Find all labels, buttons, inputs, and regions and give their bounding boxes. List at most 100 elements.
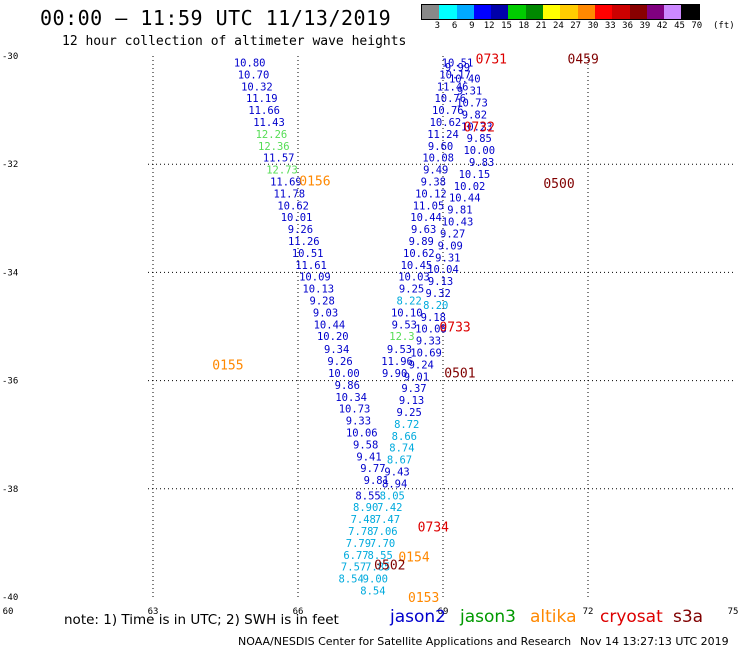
y-tick-label: -32 bbox=[2, 160, 18, 170]
legend-label: 21 bbox=[535, 21, 547, 31]
track-time-label: 0731 bbox=[476, 53, 507, 68]
wave-height-label: 10.43 bbox=[442, 217, 474, 229]
wave-height-label: 7.57 bbox=[341, 562, 366, 574]
wave-height-label: 6.77 bbox=[343, 550, 368, 562]
x-tick-label: 75 bbox=[728, 607, 739, 617]
wave-height-label: 9.53 bbox=[392, 319, 417, 331]
wave-height-label: 8.54 bbox=[339, 574, 364, 586]
x-tick-label: 63 bbox=[148, 607, 159, 617]
wave-height-label: 9.41 bbox=[356, 451, 381, 463]
wave-height-label: 10.17 bbox=[439, 69, 471, 81]
wave-height-label: 8.55 bbox=[368, 550, 393, 562]
wave-height-label: 9.85 bbox=[467, 133, 492, 145]
legend-label: 45 bbox=[674, 21, 685, 31]
wave-height-label: 9.03 bbox=[313, 307, 338, 319]
legend-label: 27 bbox=[570, 21, 582, 31]
wave-height-label: 9.24 bbox=[409, 359, 434, 371]
wave-height-label: 10.44 bbox=[410, 212, 442, 224]
wave-height-label: 9.25 bbox=[397, 407, 422, 419]
wave-height-label: 8.72 bbox=[394, 419, 419, 431]
wave-height-label: 9.49 bbox=[423, 165, 448, 177]
wave-height-label: 10.45 bbox=[401, 260, 433, 272]
wave-height-label: 9.86 bbox=[335, 380, 360, 392]
wave-height-label: 9.58 bbox=[353, 439, 378, 451]
wave-height-label: 11.66 bbox=[248, 105, 280, 117]
legend-label: 70 bbox=[691, 21, 703, 31]
legend-swatch bbox=[422, 5, 440, 19]
footer-note: note: 1) Time is in UTC; 2) SWH is in fe… bbox=[64, 612, 339, 628]
wave-height-label: 9.31 bbox=[457, 86, 482, 98]
wave-height-label: 10.51 bbox=[442, 57, 474, 69]
y-tick-label: -34 bbox=[2, 268, 18, 278]
wave-height-label: 10.73 bbox=[339, 404, 371, 416]
wave-height-label: 10.44 bbox=[449, 193, 481, 205]
legend-swatch bbox=[664, 5, 682, 19]
track-time-label: 0154 bbox=[398, 550, 429, 565]
wave-height-label: 10.32 bbox=[241, 81, 273, 93]
wave-height-label: 8.55 bbox=[355, 490, 380, 502]
wave-height-label: 9.13 bbox=[399, 395, 424, 407]
wave-height-label: 7.79 bbox=[346, 538, 371, 550]
wave-height-label: 10.12 bbox=[415, 188, 447, 200]
wave-height-label: 10.70 bbox=[238, 69, 270, 81]
x-tick-label: 69 bbox=[438, 607, 449, 617]
wave-height-label: 11.69 bbox=[270, 177, 302, 189]
wave-height-label: 11.43 bbox=[253, 117, 285, 129]
track-time-label: 0500 bbox=[543, 177, 574, 192]
legend-label: 3 bbox=[434, 21, 441, 31]
wave-height-label: 10.34 bbox=[335, 392, 367, 404]
chart-subtitle: 12 hour collection of altimeter wave hei… bbox=[62, 34, 407, 49]
wave-height-label: 12.36 bbox=[258, 141, 290, 153]
wave-height-label: 12.3 bbox=[389, 331, 414, 343]
wave-height-label: 10.76 bbox=[432, 105, 464, 117]
wave-height-label: 11.46 bbox=[437, 81, 469, 93]
wave-height-label: 10.00 bbox=[328, 368, 360, 380]
wave-height-label: 9.13 bbox=[428, 276, 453, 288]
wave-height-label: 10.08 bbox=[422, 153, 454, 165]
wave-height-label: 9.09 bbox=[438, 240, 463, 252]
wave-height-label: 9.81 bbox=[364, 475, 389, 487]
legend-swatch bbox=[594, 5, 613, 19]
legend-swatch bbox=[508, 5, 526, 19]
wave-height-label: 10.51 bbox=[292, 248, 324, 260]
track-time-label: 0155 bbox=[212, 358, 243, 373]
wave-height-label: 8.94 bbox=[382, 478, 407, 490]
sat-s3a: s3a bbox=[673, 607, 704, 627]
wave-height-label: 9.99 bbox=[445, 62, 470, 74]
legend-swatch bbox=[525, 5, 544, 19]
wave-height-label: 10.06 bbox=[346, 428, 378, 440]
legend-unit: (ft) bbox=[713, 21, 735, 31]
wave-height-label: 7.47 bbox=[375, 514, 400, 526]
color-legend-labels: 3 6 9 12 15 18 21 24 27 30 33 36 39 42 45 70 bbox=[421, 21, 740, 35]
wave-height-label: 10.23 bbox=[461, 121, 493, 133]
track-time-label: 0459 bbox=[568, 53, 599, 68]
wave-height-label: 9.82 bbox=[462, 109, 487, 121]
wave-height-label: 9.90 bbox=[382, 368, 407, 380]
wave-height-label: 8.54 bbox=[360, 586, 385, 598]
wave-height-label: 11.26 bbox=[288, 236, 320, 248]
wave-height-label: 9.34 bbox=[324, 344, 349, 356]
x-tick-label: 66 bbox=[293, 607, 304, 617]
wave-height-label: 9.01 bbox=[404, 371, 429, 383]
wave-height-label: 11.78 bbox=[273, 188, 305, 200]
wave-height-label: 8.90 bbox=[353, 502, 378, 514]
legend-label: 39 bbox=[639, 21, 651, 31]
wave-height-label: 9.38 bbox=[421, 177, 446, 189]
wave-height-label: 10.01 bbox=[281, 212, 313, 224]
wave-height-label: 11.96 bbox=[381, 356, 413, 368]
color-legend bbox=[421, 4, 700, 20]
wave-height-label: 9.77 bbox=[360, 463, 385, 475]
wave-height-label: 8.05 bbox=[380, 490, 405, 502]
wave-height-label: 9.33 bbox=[346, 416, 371, 428]
wave-height-label: 11.61 bbox=[295, 260, 327, 272]
legend-swatch bbox=[681, 5, 699, 19]
wave-height-label: 11.05 bbox=[413, 200, 445, 212]
wave-height-label: 10.09 bbox=[299, 272, 331, 284]
wave-height-label: 12.73 bbox=[266, 165, 298, 177]
legend-label: 9 bbox=[469, 21, 475, 31]
sat-jason3: jason3 bbox=[460, 607, 516, 627]
legend-swatch bbox=[612, 5, 630, 19]
x-tick-label: 60 bbox=[3, 607, 14, 617]
